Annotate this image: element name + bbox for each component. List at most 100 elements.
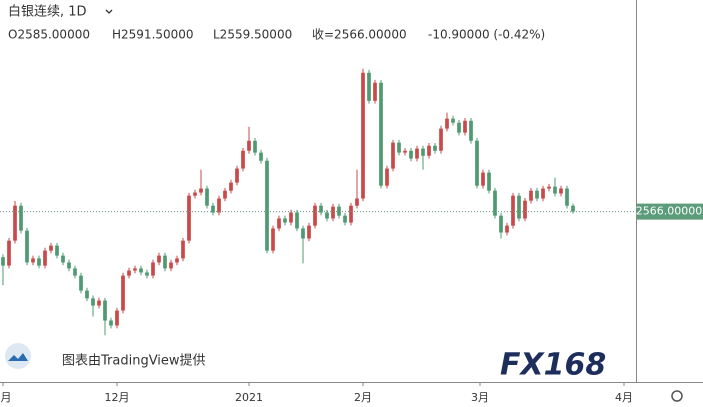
last-price-box (637, 203, 703, 220)
candle-body (319, 205, 323, 213)
fx168-logo: FX168 (500, 348, 606, 383)
ohlc-close: 收=2566.00000 (312, 28, 407, 42)
gear-icon[interactable] (671, 390, 683, 402)
candle-body (385, 168, 389, 186)
candle-body (541, 188, 545, 199)
ohlc-open: O2585.00000 (8, 28, 90, 42)
candle-body (445, 118, 449, 129)
x-tick-label: 月 (1, 391, 12, 404)
candle-body (43, 250, 47, 266)
candle-body (355, 198, 359, 206)
candle-body (277, 218, 281, 229)
candle-body (73, 268, 77, 276)
tradingview-logo-mark (8, 353, 28, 361)
candle-body (295, 212, 299, 229)
candle-body (439, 128, 443, 151)
candle-body (37, 258, 41, 266)
candle-body (187, 195, 191, 241)
candle-body (91, 298, 95, 306)
candle-body (205, 188, 209, 206)
candle-body (427, 145, 431, 156)
candle-body (553, 186, 557, 194)
x-tick-label: 2月 (354, 391, 372, 404)
settings-gear[interactable] (671, 390, 683, 402)
candle-body (55, 245, 59, 256)
candle-body (7, 240, 11, 266)
candle-body (211, 205, 215, 213)
candle-body (133, 268, 137, 271)
candle-body (235, 168, 239, 183)
candle-body (199, 188, 203, 193)
candle-body (229, 182, 233, 191)
candle-body (325, 212, 329, 219)
chart-title[interactable]: 白银连续, 1D (8, 4, 87, 20)
candle-body (517, 195, 521, 219)
attribution[interactable]: 图表由TradingView提供 (62, 353, 206, 369)
candle-body (79, 275, 83, 291)
candle-body (379, 82, 383, 186)
candle-body (85, 290, 89, 299)
candle-body (559, 188, 563, 194)
candle-body (511, 195, 515, 226)
candle-body (49, 245, 53, 251)
candle-body (1, 257, 5, 266)
candle-body (175, 258, 179, 263)
candle-body (361, 72, 365, 199)
tradingview-logo[interactable] (5, 343, 31, 369)
candle-body (115, 310, 119, 326)
candle-body (433, 145, 437, 151)
candle-body (121, 275, 125, 311)
candle-body (313, 205, 317, 226)
candle-body (283, 218, 287, 223)
candle-body (565, 188, 569, 206)
plot-area (1, 68, 575, 336)
candle-body (505, 225, 509, 233)
candle-body (289, 212, 293, 223)
interval-dropdown[interactable] (105, 9, 113, 14)
candle-body (139, 268, 143, 273)
candle-body (535, 190, 539, 199)
candle-body (223, 190, 227, 199)
candle-body (271, 228, 275, 251)
candle-body (19, 205, 23, 231)
candle-body (127, 270, 131, 276)
candle-body (181, 240, 185, 259)
candle-body (451, 118, 455, 123)
candle-body (529, 190, 533, 201)
candle-body (415, 148, 419, 159)
candle-body (487, 172, 491, 191)
candle-body (367, 72, 371, 101)
candle-body (67, 262, 71, 269)
candle-body (97, 300, 101, 306)
candle-body (157, 255, 161, 263)
candle-body (151, 262, 155, 276)
ohlc-high: H2591.50000 (112, 28, 194, 42)
candle-body (301, 228, 305, 239)
candle-body (241, 150, 245, 169)
candle-body (499, 215, 503, 233)
candle-body (217, 198, 221, 213)
last-price-label: 2566.00000 (636, 205, 702, 218)
candle-body (397, 142, 401, 153)
x-tick-label: 2021 (235, 391, 263, 404)
ohlc-change: -10.90000 (-0.42%) (428, 28, 545, 42)
candle-body (163, 255, 167, 269)
candle-body (259, 152, 263, 161)
candle-body (421, 148, 425, 156)
candle-body (25, 230, 29, 263)
candle-body (409, 150, 413, 159)
candle-body (481, 172, 485, 186)
candle-body (493, 190, 497, 216)
candle-body (169, 262, 173, 269)
candle-body (469, 120, 473, 141)
candle-body (547, 186, 551, 189)
x-tick-label: 3月 (471, 391, 489, 404)
candle-body (61, 255, 65, 263)
candle-body (349, 205, 353, 223)
candle-body (13, 205, 17, 241)
candle-body (265, 160, 269, 251)
candle-body (373, 82, 377, 101)
candle-body (307, 225, 311, 239)
candle-body (403, 150, 407, 153)
